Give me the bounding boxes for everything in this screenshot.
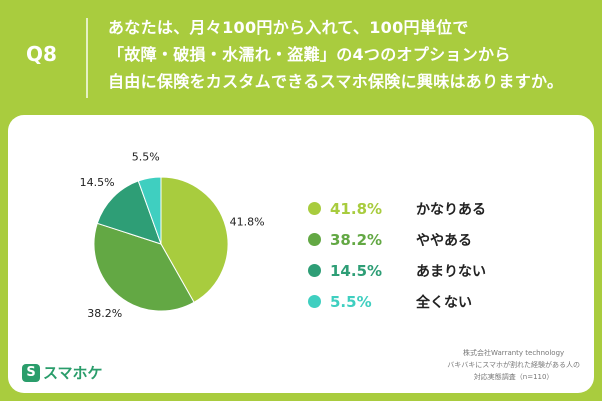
question-number: Q8 [26,42,57,66]
legend-swatch [308,264,321,277]
source-line-1: 株式会社Warranty technology [463,349,565,357]
pie-slice [96,180,162,245]
legend-swatch [308,233,321,246]
question-line-3: 自由に保険をカスタムできるスマホ保険に興味はありますか。 [108,72,564,91]
legend-item: 5.5% 全くない [308,286,486,317]
legend-value: 5.5% [330,292,372,311]
legend-value: 38.2% [330,230,383,249]
source-line-2: バキバキにスマホが割れた経験がある人の [447,361,580,369]
pie-slice [137,176,162,245]
legend-item: 41.8% かなりある [308,193,486,224]
question-text: あなたは、月々100円から入れて、100円単位で 「故障・破損・水濡れ・盗難」の… [108,14,598,95]
chart-legend: 41.8% かなりある 38.2% ややある 14.5% あまりない 5.5% … [308,193,486,317]
question-line-2: 「故障・破損・水濡れ・盗難」の4つのオプションから [108,45,511,64]
legend-item: 14.5% あまりない [308,255,486,286]
source-note: 株式会社Warranty technology バキバキにスマホが割れた経験があ… [447,347,580,383]
legend-swatch [308,295,321,308]
legend-swatch [308,202,321,215]
pie-chart: 41.8% 38.2% 14.5% 5.5% [80,150,265,320]
legend-label: ややある [416,232,472,249]
pie-value-label: 41.8% [230,215,265,228]
legend-value: 14.5% [330,261,383,280]
question-header: Q8 あなたは、月々100円から入れて、100円単位で 「故障・破損・水濡れ・盗… [0,0,602,115]
pie-value-label: 5.5% [132,150,160,163]
question-line-1: あなたは、月々100円から入れて、100円単位で [108,18,469,37]
legend-label: かなりある [416,201,486,218]
logo-mark-icon: S [22,363,40,382]
chart-panel: 41.8% 38.2% 14.5% 5.5% 41.8% かなりある 38.2% やや… [8,115,594,393]
source-line-3: 対応実態調査（n=110） [473,373,554,381]
logo-text: スマホケ [43,364,103,382]
brand-logo: S スマホケ [22,362,103,383]
legend-value: 41.8% [330,199,383,218]
pie-slice [160,176,229,303]
pie-value-label: 38.2% [87,307,122,320]
legend-label: あまりない [416,263,486,280]
pie-value-label: 14.5% [80,176,115,189]
header-divider [86,18,88,98]
legend-item: 38.2% ややある [308,224,486,255]
pie-slice [93,222,195,312]
legend-label: 全くない [416,294,472,311]
